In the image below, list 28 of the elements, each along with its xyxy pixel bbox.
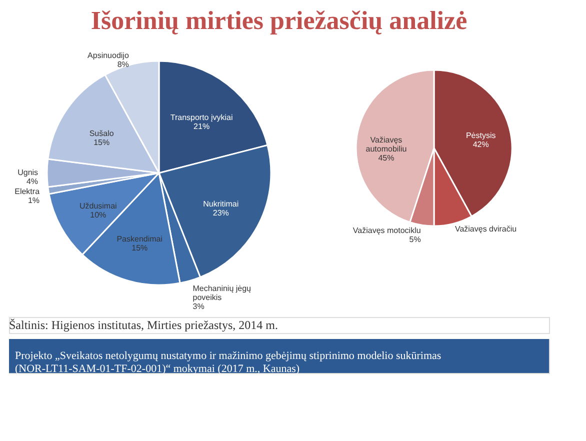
slice-label: Sušalo (89, 128, 114, 138)
slice-label: Paskendimai (116, 234, 163, 244)
slice-label: Mechaninių jėgų poveikis (192, 284, 252, 302)
chart-title: Išorinių mirties priežasčių analizė (90, 6, 468, 35)
data-label: 1% (28, 196, 40, 205)
data-label: 10% (90, 210, 106, 220)
data-label: 15% (132, 244, 148, 253)
data-label: 3% (192, 302, 204, 312)
slice-label: Nukritimai (203, 200, 239, 209)
data-label: 8% (117, 60, 129, 69)
text: Šaltinis: Higienos institutas, Mirties priežastys, 2014 m. (9, 318, 278, 332)
data-label: 4% (26, 177, 38, 186)
slice-label: Transporto įvykiai (170, 113, 233, 122)
slice-label: Apsinuodijo (88, 50, 130, 60)
data-label: 23% (212, 208, 229, 218)
slice-label: Važiavęs dviračiu (454, 224, 517, 234)
text: Projekto „Sveikatos netolygumų nustatymo ir mažinimo gebėjimų stiprinimo modelio sukūrimas (NOR-LT11-SAM-01-TF-02-001)“ mokymai (2017 m., Kaunas) (15, 350, 442, 375)
slice-label: Važiavęs motociklu (352, 226, 421, 236)
data-label: 5% (409, 235, 421, 244)
slice-label: Pėstysis (466, 130, 496, 140)
data-label: 45% (378, 153, 394, 162)
data-label: 21% (194, 122, 210, 132)
slice-label: Elektra (14, 186, 40, 196)
slice-label: Ugnis (18, 168, 38, 177)
data-label: 15% (94, 138, 110, 147)
data-label: 42% (472, 140, 489, 149)
slice-label: Važiavęs automobiliu (366, 135, 407, 154)
slice-label: Uždusimai (79, 201, 118, 210)
